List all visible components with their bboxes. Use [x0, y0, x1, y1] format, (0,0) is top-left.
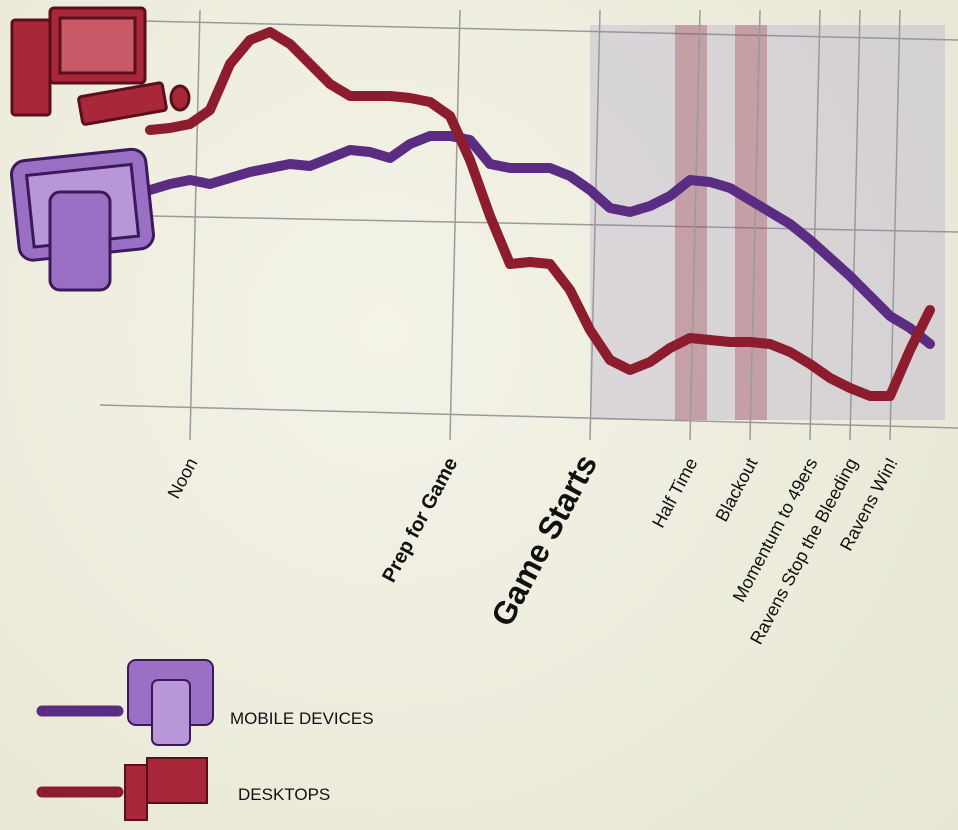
x-tick-label: Half Time — [648, 454, 701, 531]
event-band — [735, 25, 767, 420]
x-tick-label: Game Starts — [484, 448, 604, 631]
grid-line — [450, 10, 460, 440]
legend-label: MOBILE DEVICES — [230, 709, 374, 728]
grid-line — [190, 10, 200, 440]
legend: MOBILE DEVICES DESKTOPS — [42, 660, 374, 820]
x-tick-label: Noon — [164, 454, 202, 501]
legend-label: DESKTOPS — [238, 785, 330, 804]
x-tick-label: Blackout — [711, 454, 761, 524]
legend-icon — [125, 765, 147, 820]
legend-icon — [152, 680, 190, 745]
event-band — [675, 25, 707, 420]
tablet-icon — [10, 148, 155, 290]
chart: Noon Prep for Game Game Starts Half TimeBla… — [0, 0, 958, 830]
desktop-icon — [12, 8, 189, 125]
x-tick-label: Prep for Game — [378, 454, 462, 586]
legend-icon — [147, 758, 207, 803]
